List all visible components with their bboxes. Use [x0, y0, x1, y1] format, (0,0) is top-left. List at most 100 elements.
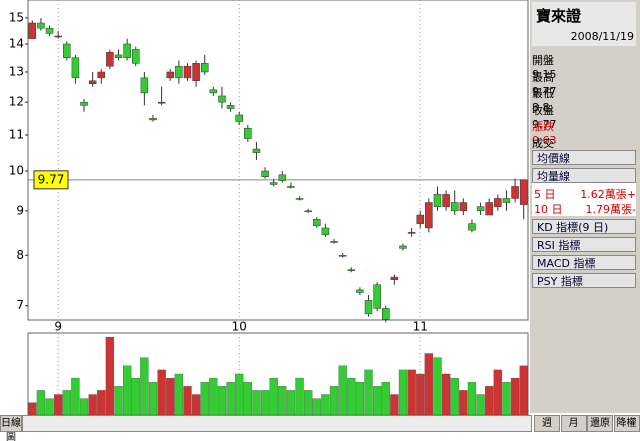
- volume-bar: [191, 394, 201, 415]
- y-tick-label: 13: [9, 64, 24, 78]
- ma-value: 1.62萬張+: [580, 188, 636, 201]
- volume-bar: [235, 373, 244, 415]
- y-tick-label: 14: [9, 36, 24, 50]
- candle-body: [519, 179, 528, 205]
- toolbar-button[interactable]: 還原: [587, 415, 613, 432]
- info-label: 收盤: [532, 103, 554, 117]
- candle-body: [175, 65, 183, 79]
- info-row: 收盤 9.77: [532, 102, 636, 131]
- candle-body: [476, 206, 485, 212]
- candle-body: [485, 202, 493, 216]
- indicator-button[interactable]: KD 指標(9 日): [532, 219, 636, 234]
- volume-bar: [398, 369, 408, 415]
- volume-bar: [390, 394, 399, 415]
- candle-body: [166, 71, 174, 79]
- indicator-button[interactable]: RSI 指標: [532, 237, 636, 252]
- price-marker-label: 9.77: [38, 172, 65, 186]
- candle-body: [106, 51, 114, 67]
- volume-bar: [166, 377, 175, 415]
- volume-bar: [226, 382, 235, 415]
- ma-label: 10 日: [534, 203, 563, 216]
- date: 2008/11/19: [570, 30, 634, 43]
- volume-bar: [131, 377, 140, 415]
- volume-bar: [36, 390, 46, 415]
- stock-name: 寶來證: [536, 7, 582, 25]
- volume-bar: [97, 390, 106, 415]
- x-tick-label: 9: [54, 320, 62, 334]
- volume-bar: [140, 357, 149, 415]
- volume-bar: [493, 369, 502, 415]
- volume-bar: [355, 382, 365, 415]
- candle-body: [321, 227, 330, 235]
- candle-body: [382, 308, 390, 320]
- y-tick-label: 9: [16, 203, 24, 217]
- volume-bar: [347, 377, 356, 415]
- volume-bar: [312, 398, 321, 415]
- info-label: 漲跌: [532, 120, 554, 133]
- info-label: 最高: [532, 70, 554, 84]
- candle-body: [200, 63, 209, 73]
- avg-volume-button[interactable]: 均量線: [532, 168, 636, 183]
- y-tick-label: 7: [16, 298, 24, 312]
- volume-bar: [217, 386, 227, 415]
- info-value: 9.77: [532, 117, 557, 131]
- volume-bar: [183, 386, 192, 415]
- info-label: 成交: [532, 136, 554, 150]
- volume-bar: [519, 365, 528, 415]
- info-row: 開盤 9.15: [532, 52, 636, 81]
- indicator-button[interactable]: PSY 指標: [532, 273, 636, 288]
- info-row: 漲跌 0.63: [532, 118, 636, 147]
- volume-bar: [200, 382, 209, 415]
- candle-body: [132, 49, 140, 64]
- candle-body: [278, 174, 287, 181]
- volume-bar: [441, 373, 451, 415]
- volume-bar: [79, 398, 89, 415]
- info-row: 成交2.7萬張: [532, 135, 636, 166]
- info-label: 開盤: [532, 54, 554, 67]
- volume-bar: [260, 390, 270, 415]
- indicator-button[interactable]: MACD 指標: [532, 255, 636, 270]
- info-panel: 寶來證 2008/11/19 開盤 9.15 最高 9.77 最低 8.8 收盤 9.77 漲跌…: [530, 0, 640, 413]
- volume-bar: [364, 369, 373, 415]
- y-tick-label: 10: [9, 164, 24, 178]
- info-value: 9.15: [532, 68, 557, 81]
- toolbar-button[interactable]: 月: [560, 415, 587, 432]
- volume-bar: [62, 390, 71, 415]
- toolbar-button[interactable]: 週: [534, 415, 560, 432]
- candle-body: [54, 35, 62, 38]
- ma-label: 5 日: [534, 188, 556, 201]
- volume-bar: [433, 357, 442, 415]
- candle-body: [157, 101, 166, 104]
- volume-bar: [243, 382, 252, 415]
- candle-body: [114, 54, 123, 58]
- scrollbar[interactable]: [22, 415, 532, 432]
- panel-header: 寶來證 2008/11/19: [532, 2, 636, 46]
- ma-box: 均量線 5 日 1.62萬張+ 10 日 1.79萬張-: [532, 168, 636, 216]
- price-frame: [27, 0, 529, 321]
- volume-bar: [381, 382, 390, 415]
- toolbar-button[interactable]: 降權: [613, 415, 640, 432]
- volume-bar: [329, 386, 339, 415]
- candle-body: [347, 269, 356, 271]
- candle-body: [218, 95, 226, 103]
- mode-button[interactable]: 日線圖: [0, 415, 22, 441]
- volume-bar: [372, 386, 382, 415]
- info-row: 最低 8.8: [532, 85, 636, 114]
- volume-bar: [459, 390, 468, 415]
- volume-bar: [485, 386, 494, 415]
- y-tick-label: 8: [16, 248, 24, 262]
- candle-body: [209, 89, 218, 94]
- y-tick-label: 12: [9, 95, 24, 109]
- candle-body: [71, 57, 80, 79]
- candle-body: [63, 43, 71, 58]
- avg-price-button[interactable]: 均價線: [532, 150, 636, 165]
- volume-bar: [28, 402, 37, 415]
- candle-body: [97, 71, 106, 79]
- candle-body: [450, 202, 459, 212]
- ma-value: 1.79萬張-: [585, 203, 636, 216]
- volume-bar: [304, 390, 313, 415]
- candle-body: [416, 214, 424, 224]
- candle-body: [226, 105, 235, 109]
- candle-body: [269, 182, 278, 185]
- candle-body: [313, 219, 321, 227]
